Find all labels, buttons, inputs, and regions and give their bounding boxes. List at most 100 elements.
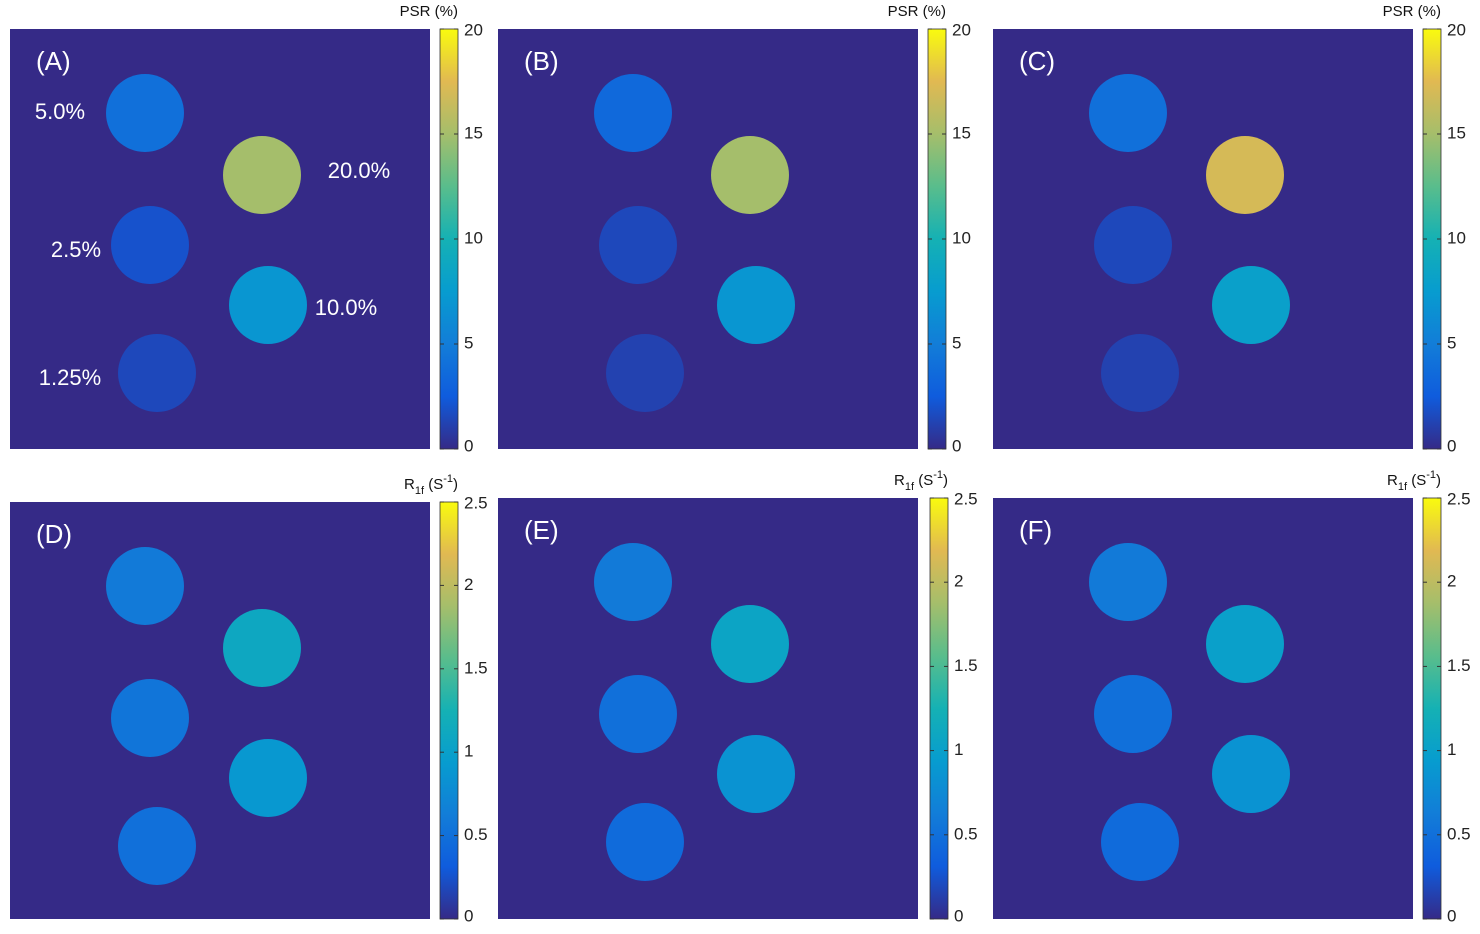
colorbar-title-part: 1f bbox=[905, 481, 915, 493]
image-background bbox=[993, 498, 1413, 919]
colorbar-tick-label: 0.5 bbox=[1447, 824, 1471, 843]
colorbar-tick-label: 0 bbox=[464, 436, 473, 455]
colorbar-title-part: -1 bbox=[933, 469, 943, 481]
panel-label: (A) bbox=[36, 46, 71, 76]
image-background bbox=[498, 498, 918, 919]
annotation: 1.25% bbox=[39, 365, 101, 390]
colorbar-tick-label: 1.5 bbox=[1447, 656, 1471, 675]
phantom-vial bbox=[594, 74, 672, 152]
colorbar-tick-label: 10 bbox=[1447, 228, 1466, 247]
annotation: 2.5% bbox=[51, 237, 101, 262]
colorbar-title-part: ) bbox=[1436, 472, 1441, 489]
colorbar-tick-label: 1 bbox=[954, 740, 963, 759]
phantom-vial bbox=[606, 803, 684, 881]
colorbar-title: PSR (%) bbox=[400, 3, 458, 20]
phantom-vial bbox=[606, 334, 684, 412]
colorbar-tick-label: 0 bbox=[954, 906, 963, 925]
colorbar-tick-label: 20 bbox=[464, 20, 483, 39]
panel: (B) 0 5 10 15 20 PSR (%) bbox=[498, 3, 971, 455]
phantom-vial bbox=[1089, 74, 1167, 152]
colorbar-tick-label: 0 bbox=[1447, 906, 1456, 925]
colorbar-title-part: PSR (%) bbox=[1383, 3, 1441, 20]
colorbar-title: PSR (%) bbox=[1383, 3, 1441, 20]
colorbar-tick-label: 20 bbox=[952, 20, 971, 39]
phantom-vial bbox=[594, 543, 672, 621]
phantom-vial bbox=[1089, 543, 1167, 621]
colorbar-tick-label: 0.5 bbox=[954, 824, 978, 843]
colorbar-tick-label: 2 bbox=[464, 575, 473, 594]
colorbar-title-part: -1 bbox=[443, 473, 453, 485]
colorbar-title-part: PSR (%) bbox=[400, 3, 458, 20]
image-background bbox=[993, 29, 1413, 449]
phantom-vial bbox=[717, 735, 795, 813]
annotation: 20.0% bbox=[328, 158, 390, 183]
panel-label: (D) bbox=[36, 519, 72, 549]
colorbar-tick-label: 15 bbox=[464, 123, 483, 142]
phantom-vial bbox=[229, 266, 307, 344]
panel: (E) 0 0.5 1 1.5 2 2.5 R1f (S-1) bbox=[498, 469, 978, 925]
colorbar-title-part: R bbox=[404, 476, 415, 493]
panel-label: (E) bbox=[524, 515, 559, 545]
colorbar-tick-label: 10 bbox=[952, 228, 971, 247]
colorbar-tick-label: 5 bbox=[952, 333, 961, 352]
phantom-vial bbox=[106, 547, 184, 625]
colorbar-title: R1f (S-1) bbox=[404, 473, 458, 497]
panel: (C) 0 5 10 15 20 PSR (%) bbox=[993, 3, 1466, 455]
colorbar-title: R1f (S-1) bbox=[1387, 469, 1441, 493]
phantom-vial bbox=[1094, 206, 1172, 284]
colorbar-tick-label: 20 bbox=[1447, 20, 1466, 39]
panel: 5.0% 20.0% 2.5% 10.0% 1.25% (A) 0 5 10 15 20 PSR (%… bbox=[10, 3, 483, 455]
colorbar bbox=[439, 501, 459, 920]
colorbar-tick-label: 15 bbox=[1447, 123, 1466, 142]
colorbar-tick-label: 2.5 bbox=[464, 493, 488, 512]
colorbar-title-part: 1f bbox=[1398, 481, 1408, 493]
phantom-vial bbox=[229, 739, 307, 817]
panel-label: (C) bbox=[1019, 46, 1055, 76]
colorbar-title: R1f (S-1) bbox=[894, 469, 948, 493]
colorbar-tick-label: 0 bbox=[464, 906, 473, 925]
colorbar-tick-label: 10 bbox=[464, 228, 483, 247]
colorbar-tick-label: 2 bbox=[954, 572, 963, 591]
phantom-vial bbox=[599, 675, 677, 753]
phantom-vial bbox=[223, 609, 301, 687]
panel: (F) 0 0.5 1 1.5 2 2.5 R1f (S-1) bbox=[993, 469, 1471, 925]
colorbar-tick-label: 1 bbox=[464, 742, 473, 761]
colorbar-title-part: R bbox=[894, 472, 905, 489]
colorbar-title-part: ) bbox=[943, 472, 948, 489]
colorbar bbox=[1422, 497, 1442, 920]
colorbar-title-part: ) bbox=[453, 476, 458, 493]
colorbar-title-part: PSR (%) bbox=[888, 3, 946, 20]
colorbar-tick-label: 1.5 bbox=[954, 656, 978, 675]
image-background bbox=[498, 29, 918, 449]
phantom-vial bbox=[1101, 803, 1179, 881]
phantom-vial bbox=[711, 605, 789, 683]
colorbar-title: PSR (%) bbox=[888, 3, 946, 20]
colorbar-title-part: (S bbox=[914, 472, 933, 489]
image-background bbox=[10, 502, 430, 919]
phantom-vial bbox=[1212, 735, 1290, 813]
colorbar-tick-label: 0 bbox=[1447, 436, 1456, 455]
phantom-vial bbox=[1206, 605, 1284, 683]
panel-label: (B) bbox=[524, 46, 559, 76]
colorbar-tick-label: 1.5 bbox=[464, 658, 488, 677]
phantom-vial bbox=[711, 136, 789, 214]
colorbar-tick-label: 0 bbox=[952, 436, 961, 455]
phantom-vial bbox=[717, 266, 795, 344]
colorbar-tick-label: 2 bbox=[1447, 572, 1456, 591]
colorbar-tick-label: 2.5 bbox=[1447, 489, 1471, 508]
colorbar-tick-label: 5 bbox=[464, 333, 473, 352]
phantom-vial bbox=[1212, 266, 1290, 344]
colorbar-title-part: (S bbox=[424, 476, 443, 493]
colorbar-title-part: R bbox=[1387, 472, 1398, 489]
phantom-vial bbox=[111, 679, 189, 757]
colorbar-tick-label: 1 bbox=[1447, 740, 1456, 759]
panel: (D) 0 0.5 1 1.5 2 2.5 R1f (S-1) bbox=[10, 473, 488, 925]
image-background bbox=[10, 29, 430, 449]
phantom-vial bbox=[1101, 334, 1179, 412]
phantom-vial bbox=[106, 74, 184, 152]
phantom-vial bbox=[118, 334, 196, 412]
phantom-vial bbox=[223, 136, 301, 214]
colorbar-title-part: (S bbox=[1407, 472, 1426, 489]
